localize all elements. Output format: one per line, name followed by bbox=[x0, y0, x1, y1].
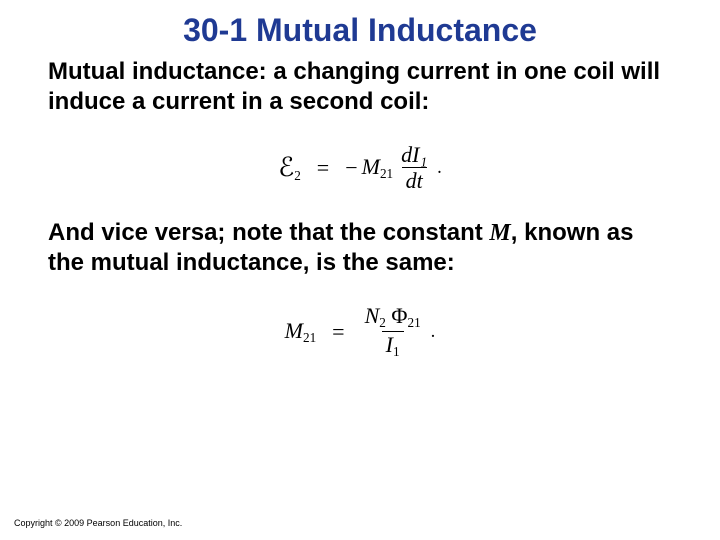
eq2-equals: = bbox=[332, 319, 344, 345]
eq2-fraction: N2 Φ21 I1 bbox=[361, 304, 425, 359]
equation-2: M21 = N2 Φ21 I1 . bbox=[0, 278, 720, 385]
eq1-M-sub: 21 bbox=[380, 166, 393, 181]
eq2-lhs: M21 bbox=[285, 318, 317, 346]
eq1-lhs: ℰ2 bbox=[278, 152, 301, 184]
eq1-denominator: dt bbox=[402, 167, 427, 192]
eq1-fraction: dI₁ dt bbox=[397, 143, 431, 192]
equation-1: ℰ2 = − M21 dI₁ dt . bbox=[0, 117, 720, 218]
slide: 30-1 Mutual Inductance Mutual inductance… bbox=[0, 0, 720, 540]
eq1-minus: − bbox=[345, 155, 357, 181]
eq2-I: I bbox=[386, 332, 393, 357]
eq1-M: M bbox=[362, 154, 380, 179]
eq1-equals: = bbox=[317, 155, 329, 181]
paragraph-2: And vice versa; note that the constant M… bbox=[0, 218, 720, 278]
paragraph-1: Mutual inductance: a changing current in… bbox=[0, 57, 720, 117]
eq2-period: . bbox=[431, 321, 436, 343]
eq1-period: . bbox=[437, 157, 442, 179]
eq1-coef: M21 bbox=[362, 154, 394, 182]
eq2-I-sub: 1 bbox=[393, 344, 400, 359]
eq2-numerator: N2 Φ21 bbox=[361, 304, 425, 331]
copyright-text: Copyright © 2009 Pearson Education, Inc. bbox=[14, 518, 182, 528]
eq1-numerator: dI₁ bbox=[397, 143, 431, 167]
eq2-Phi: Φ bbox=[391, 303, 407, 328]
eq2-rhs: N2 Φ21 I1 . bbox=[361, 304, 436, 359]
eq1-emf-symbol: ℰ bbox=[278, 152, 294, 182]
eq2-M: M bbox=[285, 318, 303, 343]
eq2-N-sub: 2 bbox=[379, 315, 386, 330]
equation-2-content: M21 = N2 Φ21 I1 . bbox=[285, 304, 436, 359]
eq1-rhs: − M21 dI₁ dt . bbox=[345, 143, 442, 192]
para2-prefix: And vice versa; note that the constant bbox=[48, 219, 489, 246]
eq2-lhs-sub: 21 bbox=[303, 329, 316, 344]
slide-title: 30-1 Mutual Inductance bbox=[0, 0, 720, 57]
para2-M-symbol: M bbox=[489, 220, 510, 246]
eq2-denominator: I1 bbox=[382, 331, 404, 359]
eq2-Phi-sub: 21 bbox=[407, 315, 420, 330]
eq2-N: N bbox=[365, 303, 380, 328]
equation-1-content: ℰ2 = − M21 dI₁ dt . bbox=[278, 143, 442, 192]
eq1-lhs-sub: 2 bbox=[294, 168, 301, 183]
